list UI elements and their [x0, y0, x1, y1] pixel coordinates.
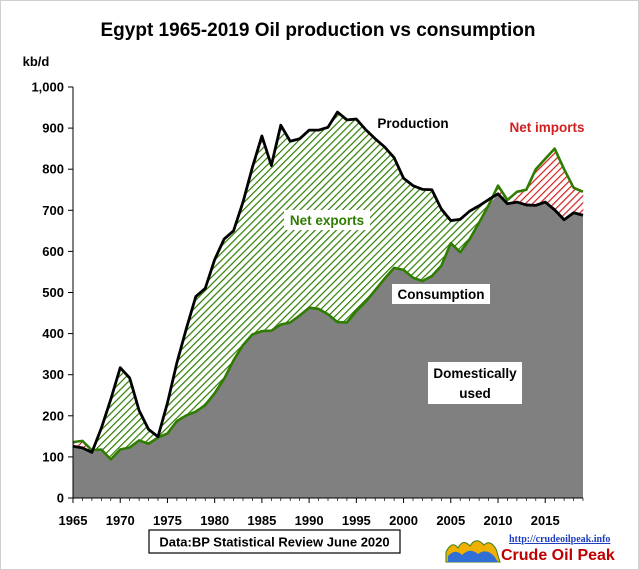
net-exports-segment: [403, 177, 414, 279]
y-tick-label: 400: [42, 326, 64, 341]
domestic-label-line1: Domestically: [433, 366, 517, 381]
net-exports-segment: [384, 146, 395, 280]
production-line: [72, 110, 584, 454]
net-exports-segment: [119, 366, 130, 450]
crude-oil-peak-logo: http://crudeoilpeak.info Crude Oil Peak: [445, 534, 615, 564]
net-exports-segment: [214, 238, 225, 395]
plot-area: [72, 110, 584, 499]
consumption-label: Consumption: [398, 287, 485, 302]
production-label-box: [372, 113, 454, 133]
x-tick-label: 1975: [153, 513, 182, 528]
net-exports-segment: [129, 377, 140, 449]
net-exports-segment: [422, 189, 433, 282]
logo-wave-blue-icon: [448, 550, 498, 562]
x-tick-label: 2015: [531, 513, 560, 528]
net-exports-segment: [412, 185, 423, 282]
consumption-label-box: [392, 284, 490, 304]
y-tick-label: 600: [42, 244, 64, 259]
x-tick-label: 2005: [436, 513, 465, 528]
net-imports-label: Net imports: [509, 120, 584, 135]
y-tick-label: 900: [42, 121, 64, 136]
net-exports-label-box: [284, 210, 370, 230]
y-tick-label: 700: [42, 203, 64, 218]
x-tick-label: 1995: [342, 513, 371, 528]
y-tick-label: 0: [57, 491, 64, 506]
brand-name: Crude Oil Peak: [501, 547, 615, 564]
y-tick-label: 1,000: [31, 80, 64, 95]
net-imports-label-box: [504, 117, 590, 137]
domestic-label-line2: used: [459, 386, 491, 401]
source-note: Data:BP Statistical Review June 2020: [159, 535, 389, 550]
production-label: Production: [377, 116, 448, 131]
net-exports-segment: [289, 138, 300, 324]
y-tick-label: 100: [42, 449, 64, 464]
x-tick-label: 1980: [200, 513, 229, 528]
source-box: [148, 529, 401, 554]
y-tick-label: 800: [42, 162, 64, 177]
x-tick-label: 1985: [247, 513, 276, 528]
y-tick-label: 300: [42, 367, 64, 382]
net-exports-segment: [431, 189, 442, 277]
y-tick-label: 200: [42, 408, 64, 423]
net-exports-segment: [195, 287, 206, 413]
domestic-use-area: [73, 193, 583, 499]
net-exports-label: Net exports: [290, 213, 364, 228]
y-tick-label: 500: [42, 285, 64, 300]
y-axis-label: kb/d: [23, 54, 50, 69]
x-tick-label: 1965: [59, 513, 88, 528]
domestic-label-box: [428, 362, 522, 404]
x-tick-label: 1970: [106, 513, 135, 528]
axes: 0 100 200 300 400 500 600 700 800 900 1,000 1965 197…: [31, 80, 584, 528]
x-tick-label: 2000: [389, 513, 418, 528]
net-exports-segment: [374, 138, 385, 291]
x-tick-label: 1990: [295, 513, 324, 528]
annotations: Production Net exports Net imports Consumpt…: [284, 113, 590, 404]
chart-title: Egypt 1965-2019 Oil production vs consum…: [101, 20, 536, 41]
x-tick-label: 2010: [484, 513, 513, 528]
brand-url: http://crudeoilpeak.info: [509, 534, 610, 545]
net-exports-segment: [223, 230, 234, 379]
